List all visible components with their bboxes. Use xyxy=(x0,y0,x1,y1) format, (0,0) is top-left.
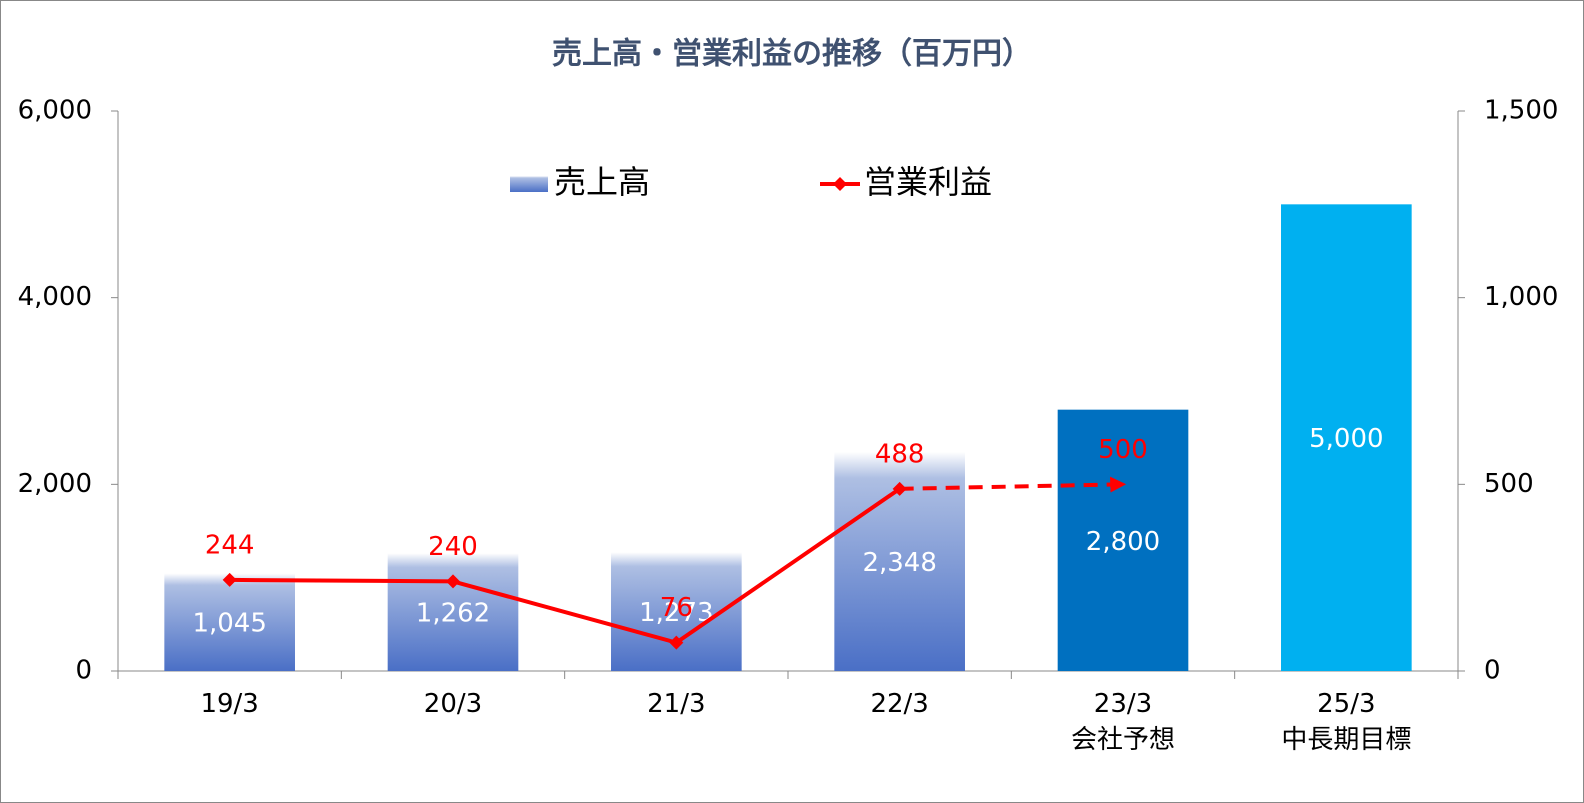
bar-value-label: 2,348 xyxy=(862,548,936,578)
y2-tick-label: 1,500 xyxy=(1484,96,1558,126)
legend-label: 売上高 xyxy=(554,163,650,201)
line-value-label: 500 xyxy=(1098,435,1148,465)
line-forecast xyxy=(899,476,1127,493)
line-value-label: 488 xyxy=(875,439,925,469)
bar xyxy=(164,573,295,671)
x-tick-label: 21/3 xyxy=(647,689,706,719)
x-tick-label: 19/3 xyxy=(200,689,259,719)
bar xyxy=(1057,409,1189,671)
x-tick-label: 23/3 会社予想 xyxy=(1070,689,1175,756)
y2-tick-label: 0 xyxy=(1484,656,1501,686)
y-tick-label: 0 xyxy=(75,656,92,686)
line-marker xyxy=(669,635,684,650)
bar-value-label: 1,273 xyxy=(639,598,713,628)
line xyxy=(229,487,901,645)
y-tick-label: 6,000 xyxy=(18,96,92,126)
x-tick-label: 25/3 中長期目標 xyxy=(1281,689,1412,756)
y2-tick-label: 1,000 xyxy=(1484,282,1558,312)
y2-tick-label: 500 xyxy=(1484,469,1534,499)
line-value-label: 240 xyxy=(428,532,478,562)
chart-title: 売上高・営業利益の推移（百万円） xyxy=(552,37,1032,72)
line-marker xyxy=(446,574,460,589)
bar xyxy=(1281,204,1412,672)
legend-swatch xyxy=(510,176,548,192)
bar xyxy=(387,553,519,671)
line-marker xyxy=(222,572,237,587)
line-value-label: 76 xyxy=(660,593,693,623)
bar-value-label: 1,262 xyxy=(416,599,490,629)
y-tick-label: 4,000 xyxy=(18,282,92,312)
legend-marker xyxy=(833,177,847,191)
legend-label: 営業利益 xyxy=(864,163,992,201)
line-value-label: 244 xyxy=(205,530,255,560)
bar-value-label: 2,800 xyxy=(1086,527,1160,557)
x-tick-label: 22/3 xyxy=(870,689,929,719)
bar-value-label: 1,045 xyxy=(192,609,266,639)
x-tick-label: 20/3 xyxy=(423,689,483,719)
bar-value-label: 5,000 xyxy=(1309,424,1383,454)
y-tick-label: 2,000 xyxy=(18,469,92,499)
line-marker xyxy=(892,481,907,496)
